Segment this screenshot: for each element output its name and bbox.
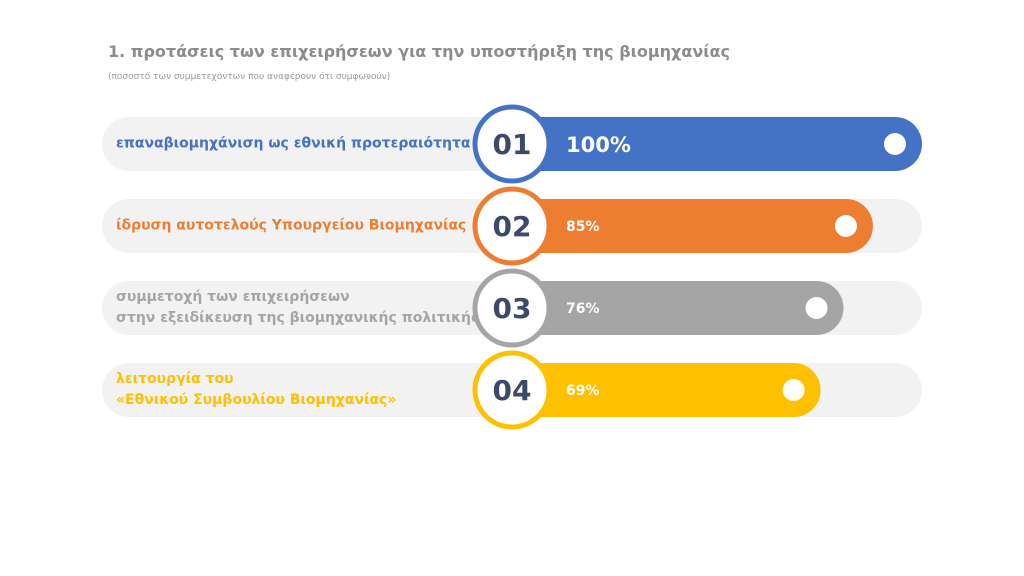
value-label: 85% — [566, 219, 600, 235]
number-label: 04 — [493, 374, 532, 407]
category-label: ίδρυση αυτοτελούς Υπουργείου Βιομηχανίας — [116, 217, 467, 234]
value-label: 100% — [566, 133, 631, 157]
number-badge — [472, 186, 552, 266]
bar — [480, 281, 844, 335]
bar-knob — [834, 215, 857, 237]
value-label: 69% — [566, 383, 600, 399]
number-label: 02 — [493, 210, 532, 243]
chart-title: 1. προτάσεις των επιχειρήσεων για την υπ… — [108, 42, 730, 61]
chart-subtitle: (ποσοστό των συμμετεχόντων που αναφέρουν… — [108, 72, 391, 82]
number-label: 01 — [493, 128, 532, 161]
bar — [480, 363, 821, 417]
number-label: 03 — [493, 292, 532, 325]
category-label: επαναβιομηχάνιση ως εθνική προτεραιότητα — [116, 135, 471, 152]
bar — [480, 199, 873, 253]
value-label: 76% — [566, 301, 600, 317]
category-label: λειτουργία του «Εθνικού Συμβουλίου Βιομη… — [116, 371, 397, 408]
number-badge — [472, 104, 552, 184]
number-badge — [472, 268, 552, 348]
bar-knob — [884, 133, 906, 155]
bar-knob — [805, 297, 828, 319]
number-badge — [472, 350, 552, 430]
category-label: συμμετοχή των επιχειρήσεων στην εξειδίκε… — [116, 289, 480, 326]
bar — [480, 117, 922, 171]
bar-knob — [782, 379, 805, 401]
